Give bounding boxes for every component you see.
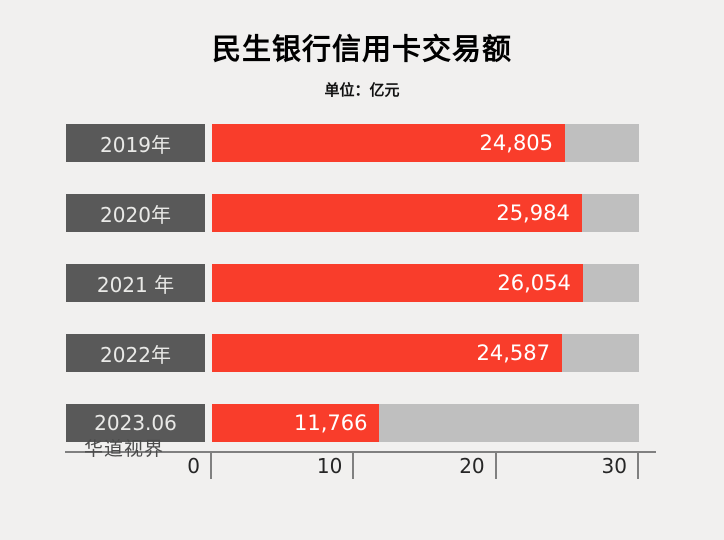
axis-tick-label: 30 [601, 454, 627, 478]
bar-fill: 25,984 [212, 194, 582, 232]
chart-row: 2019年 24,805 [66, 124, 639, 162]
bar-track: 24,587 [212, 334, 639, 372]
axis-tick: 20 [425, 453, 497, 479]
category-label: 2020年 [100, 202, 171, 227]
value-label: 24,587 [476, 341, 550, 365]
watermark-text: 华道视界 [84, 438, 165, 460]
category-label: 2019年 [100, 132, 171, 157]
bar-chart: 2019年 24,805 2020年 25,984 2021 年 26,054 2022年 2… [66, 124, 639, 474]
bar-fill: 24,805 [212, 124, 566, 162]
axis-tick-label: 10 [316, 454, 343, 478]
chart-title: 民生银行信用卡交易额 [211, 32, 512, 66]
chart-row: 2023.06 11,766 [66, 404, 639, 442]
bar-track: 24,805 [212, 124, 639, 162]
bar-track: 26,054 [212, 264, 639, 302]
chart-row: 2020年 25,984 [66, 194, 639, 232]
category-label: 2021 年 [96, 272, 175, 297]
bar-track: 11,766 [212, 404, 639, 442]
category-label: 2023.06 [94, 411, 177, 435]
bar-track: 25,984 [212, 194, 639, 232]
axis-tick: 10 [282, 453, 355, 479]
chart-row: 2021 年 26,054 [66, 264, 639, 302]
value-label: 26,054 [497, 271, 571, 295]
category-label: 2022年 [100, 342, 171, 367]
category-label-box: 2022年 [66, 334, 205, 372]
category-label-box: 2020年 [66, 194, 205, 232]
axis-tick-label: 0 [187, 454, 200, 478]
value-label: 25,984 [496, 201, 570, 225]
chart-unit-label: 单位：亿元 [324, 81, 400, 99]
chart-row: 2022年 24,587 [66, 334, 639, 372]
bar-fill: 11,766 [212, 404, 380, 442]
axis-tick-label: 20 [459, 454, 485, 478]
category-label-box: 2023.06 [66, 404, 205, 442]
value-label: 11,766 [293, 411, 368, 435]
value-label: 24,805 [479, 131, 554, 155]
axis-tick: 0 [140, 453, 212, 479]
bar-fill: 24,587 [212, 334, 562, 372]
category-label-box: 2019年 [66, 124, 205, 162]
x-axis: 0 10 20 30 [65, 451, 656, 482]
bar-fill: 26,054 [212, 264, 583, 302]
axis-tick: 30 [567, 453, 639, 479]
category-label-box: 2021 年 [66, 264, 205, 302]
